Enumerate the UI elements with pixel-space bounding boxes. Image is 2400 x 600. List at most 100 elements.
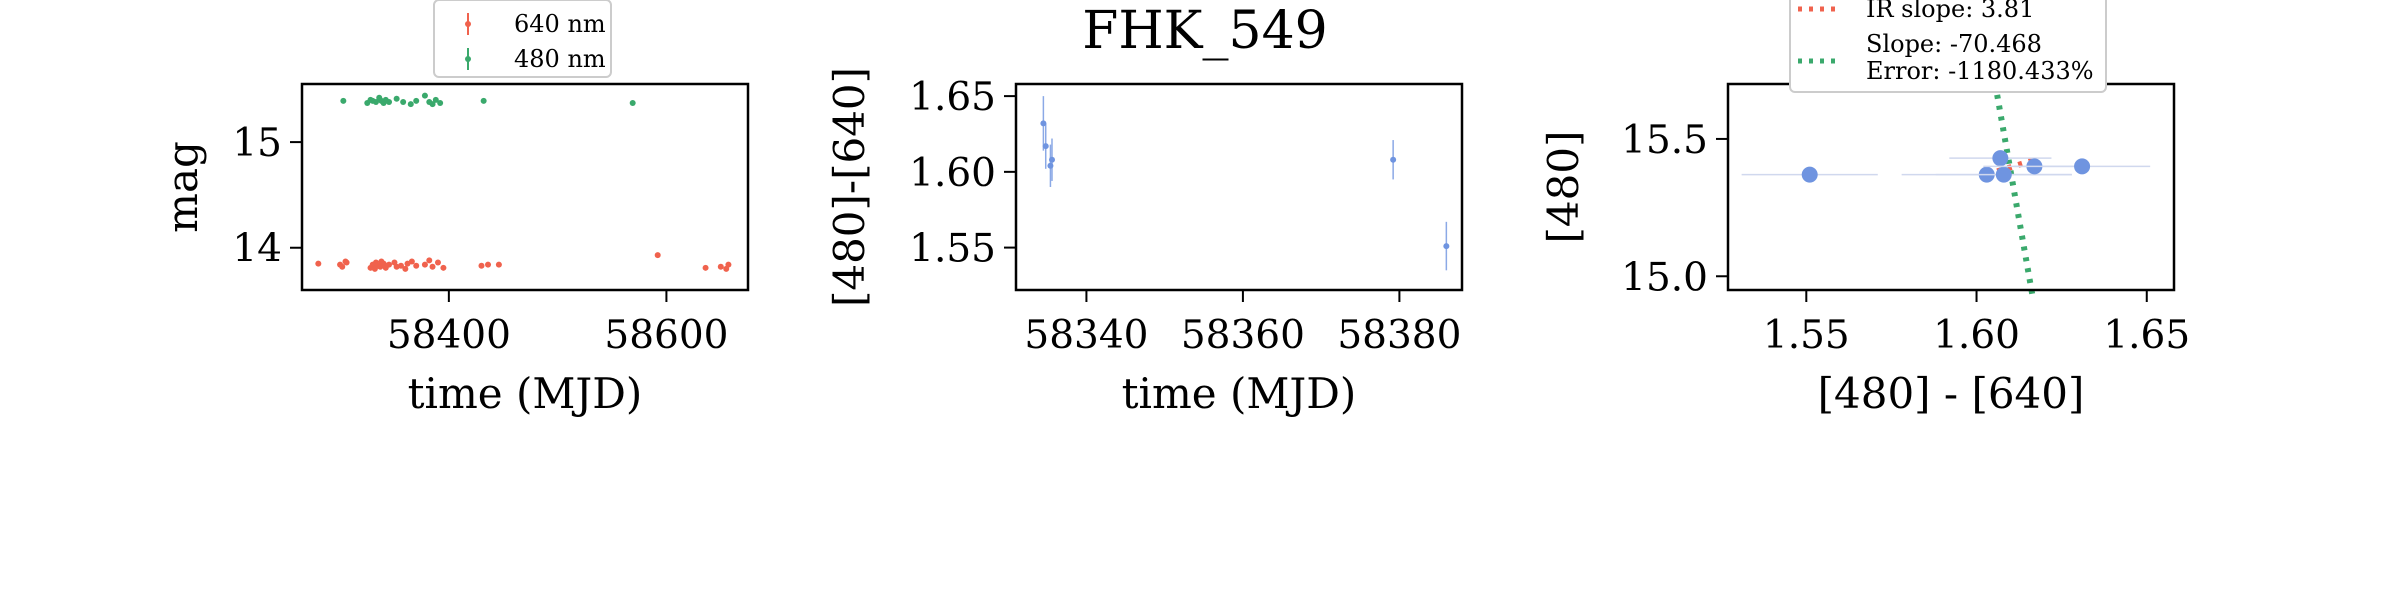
mag-data-point (702, 264, 709, 271)
y-tick-label: 1.65 (909, 75, 996, 120)
mag-data-point (400, 98, 407, 105)
legend-label-ir-slope: IR slope: 3.81 (1866, 0, 2034, 23)
x-tick-label: 58380 (1337, 313, 1461, 358)
y-tick-label: 15.5 (1621, 118, 1708, 163)
marker (432, 96, 439, 103)
marker (426, 257, 433, 264)
mag-data-point (421, 261, 428, 268)
marker (429, 263, 436, 270)
cmd-data-point (1949, 150, 2052, 167)
marker (372, 98, 379, 105)
mag-data-point (397, 262, 404, 269)
mag-data-point (629, 100, 636, 107)
x-tick-label: 58400 (387, 313, 511, 358)
legend-label-480nm: 480 nm (514, 45, 606, 73)
panel-color-magnitude-frame (1726, 82, 2176, 292)
marker (440, 264, 447, 271)
mag-data-point (413, 97, 420, 104)
mag-data-point (393, 95, 400, 102)
panel-magnitude-ticks: 58400 58600 14 15 (232, 121, 728, 358)
color-index-data-point (1443, 221, 1450, 271)
mag-data-point (421, 92, 428, 99)
cmd-data-point (1935, 166, 2072, 183)
mag-data-point (440, 264, 447, 271)
mag-data-point (413, 262, 420, 269)
legend-label-640nm: 640 nm (514, 10, 606, 38)
panel-color-magnitude-legend: IR slope: 3.81 Slope: -70.468 Error: -11… (1789, 0, 2107, 93)
legend-swatch-480nm-marker (465, 56, 471, 62)
legend-frame (1789, 0, 2107, 93)
marker (407, 101, 414, 108)
panel-color-index-title: FHK_549 (1082, 1, 1328, 61)
legend-label-error: Error: -1180.433% (1866, 57, 2094, 85)
mag-data-point (426, 257, 433, 264)
mag-data-point (407, 101, 414, 108)
marker (480, 97, 487, 104)
mag-data-point (437, 100, 444, 107)
panel-color-index-plot-area (1040, 96, 1450, 271)
mag-data-point (478, 262, 485, 269)
ir-slope-line (1985, 157, 2036, 178)
marker (408, 258, 415, 265)
marker (340, 97, 347, 104)
panel-magnitude-frame (300, 82, 750, 292)
panel-color-magnitude-xlabel: [480] - [640] (1818, 369, 2085, 418)
x-tick-label: 58340 (1024, 313, 1148, 358)
panel-magnitude-plot-area (315, 92, 732, 272)
x-tick-label: 1.55 (1763, 313, 1850, 358)
marker (478, 262, 485, 269)
marker (400, 98, 407, 105)
panel-magnitude: 58400 58600 14 15 time (MJD) mag 640 nm 480… (158, 0, 750, 418)
mag-data-point (402, 265, 409, 272)
marker (1443, 243, 1450, 250)
marker (421, 261, 428, 268)
legend-swatch-640nm-marker (465, 21, 471, 27)
marker (702, 264, 709, 271)
legend-label-slope: Slope: -70.468 (1866, 30, 2042, 58)
mag-data-point (434, 259, 441, 266)
marker (1992, 150, 2009, 167)
panel-color-index-xlabel: time (MJD) (1122, 369, 1357, 418)
color-index-data-point (1390, 140, 1397, 180)
mag-data-point (429, 101, 436, 108)
marker (437, 100, 444, 107)
x-tick-label: 1.65 (2103, 313, 2190, 358)
y-tick-label: 15.0 (1621, 255, 1708, 300)
x-tick-label: 58600 (604, 313, 728, 358)
panel-color-magnitude-ticks: 1.55 1.60 1.65 15.0 15.5 (1621, 118, 2190, 358)
panel-magnitude-ylabel: mag (158, 141, 207, 233)
panel-color-magnitude-plot-area (1741, 83, 2151, 298)
marker (429, 101, 436, 108)
panel-color-magnitude-ylabel: [480] (1539, 131, 1588, 244)
marker (386, 98, 393, 105)
mag-data-point (725, 261, 732, 268)
marker (421, 92, 428, 99)
mag-data-point (654, 252, 661, 259)
panel-color-index-frame (1014, 82, 1464, 292)
marker (413, 262, 420, 269)
marker (343, 259, 350, 266)
y-tick-label: 1.55 (909, 227, 996, 272)
mag-data-point (717, 263, 724, 270)
marker (725, 261, 732, 268)
marker (1995, 166, 2012, 183)
marker (2074, 158, 2091, 175)
y-tick-label: 14 (232, 227, 282, 272)
marker (629, 100, 636, 107)
mag-data-point (429, 263, 436, 270)
legend-frame (433, 0, 612, 78)
marker (402, 265, 409, 272)
cmd-data-point (1741, 166, 1878, 183)
mag-data-point (386, 98, 393, 105)
marker (1048, 156, 1055, 163)
mag-data-point (480, 97, 487, 104)
color-index-data-point (1042, 123, 1049, 169)
marker (386, 261, 393, 268)
mag-data-point (372, 98, 379, 105)
mag-data-point (315, 260, 322, 267)
panel-color-index-ylabel: [480]-[640] (825, 67, 874, 307)
mag-data-point (432, 96, 439, 103)
mag-data-point (339, 263, 346, 270)
mag-data-point (343, 259, 350, 266)
